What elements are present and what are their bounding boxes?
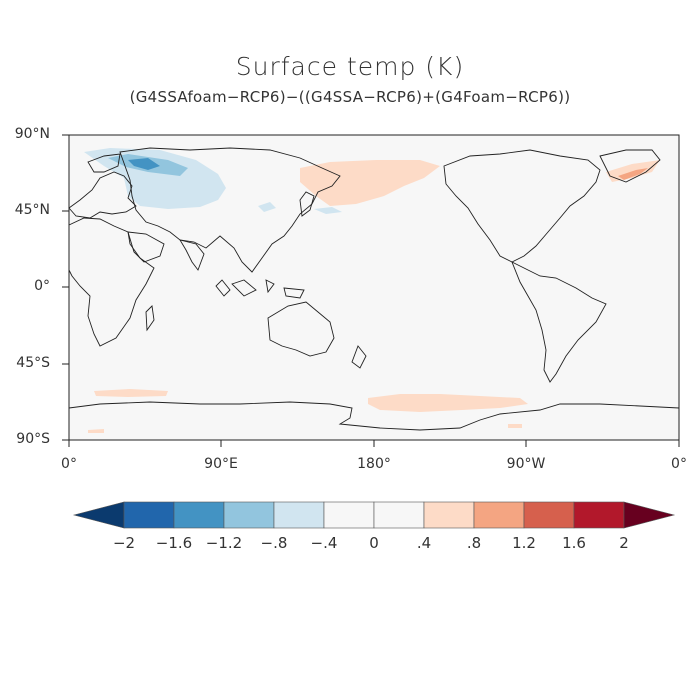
colorbar-label: .8 <box>466 534 482 552</box>
colorbar-label: 2 <box>619 534 629 552</box>
coastline-sumatra <box>215 279 231 297</box>
colorbar-cell <box>173 501 225 529</box>
coastline-greenland <box>599 149 661 183</box>
colorbar-label: −.4 <box>310 534 338 552</box>
anomaly-fields <box>84 148 660 433</box>
colorbar-cell <box>473 501 525 529</box>
colorbar <box>72 501 676 529</box>
colorbar-label: −.8 <box>260 534 288 552</box>
coastline-scandinavia <box>87 153 121 173</box>
coastline-new-zealand <box>351 345 367 369</box>
xtick-label-180: 180° <box>357 456 391 472</box>
colorbar-cell <box>373 501 425 529</box>
colorbar-label: −1.6 <box>155 534 193 552</box>
positive-anomaly-greenland-core <box>618 168 648 180</box>
coastline-south-america <box>511 261 607 383</box>
coastlines <box>68 147 680 431</box>
ytick-label-45n: 45°N <box>14 202 50 218</box>
colorbar-label: 1.6 <box>562 534 586 552</box>
xtick-label-0: 0° <box>61 456 77 472</box>
colorbar-label: −2 <box>112 534 136 552</box>
negative-anomaly-asia <box>258 202 276 212</box>
map-title: Surface temp (K) <box>235 52 465 81</box>
coastline-sulawesi <box>265 279 275 294</box>
coastline-new-guinea <box>283 287 305 299</box>
coastline-madagascar <box>145 305 155 332</box>
ytick-label-0: 0° <box>34 278 50 294</box>
map-subtitle: (G4SSAfoam−RCP6)−((G4SSA−RCP6)+(G4Foam−R… <box>129 88 571 106</box>
colorbar-cell <box>323 501 375 529</box>
positive-anomaly-antarctica-west <box>88 429 104 433</box>
coastline-europe <box>68 171 137 219</box>
negative-anomaly-pacific <box>314 207 342 214</box>
axis-ticks <box>62 134 680 447</box>
coastline-japan <box>299 191 315 217</box>
positive-anomaly-antarctica-pacific <box>368 394 528 412</box>
coastline-north-america <box>443 149 601 263</box>
ytick-label-90s: 90°S <box>16 431 50 447</box>
positive-anomaly-antarctica-east <box>508 424 522 428</box>
colorbar-label: 1.2 <box>512 534 536 552</box>
ytick-label-45s: 45°S <box>16 355 50 371</box>
colorbar-label: .4 <box>416 534 432 552</box>
colorbar-label: 0 <box>369 534 379 552</box>
xtick-label-90e: 90°E <box>204 456 238 472</box>
colorbar-cell <box>273 501 325 529</box>
coastline-arabia <box>127 231 165 263</box>
colorbar-cell <box>423 501 475 529</box>
xtick-label-0-east: 0° <box>671 456 687 472</box>
coastline-africa <box>68 217 155 347</box>
ytick-label-90n: 90°N <box>14 126 50 142</box>
coastline-asia <box>119 147 341 273</box>
positive-anomaly-southern-ocean-west <box>94 389 168 397</box>
coastline-borneo <box>231 279 257 297</box>
negative-anomaly-europe-peak <box>128 158 160 170</box>
positive-anomaly-north-pacific <box>300 160 440 206</box>
coastline-antarctica <box>68 401 680 431</box>
colorbar-cell <box>573 501 625 529</box>
colorbar-cell <box>223 501 275 529</box>
coastline-india <box>179 239 205 271</box>
colorbar-label: −1.2 <box>205 534 243 552</box>
colorbar-cell <box>523 501 575 529</box>
coastline-australia <box>267 301 335 357</box>
colorbar-low-extension <box>72 501 125 529</box>
colorbar-cell <box>123 501 175 529</box>
colorbar-high-extension <box>623 501 676 529</box>
xtick-label-90w: 90°W <box>506 456 546 472</box>
